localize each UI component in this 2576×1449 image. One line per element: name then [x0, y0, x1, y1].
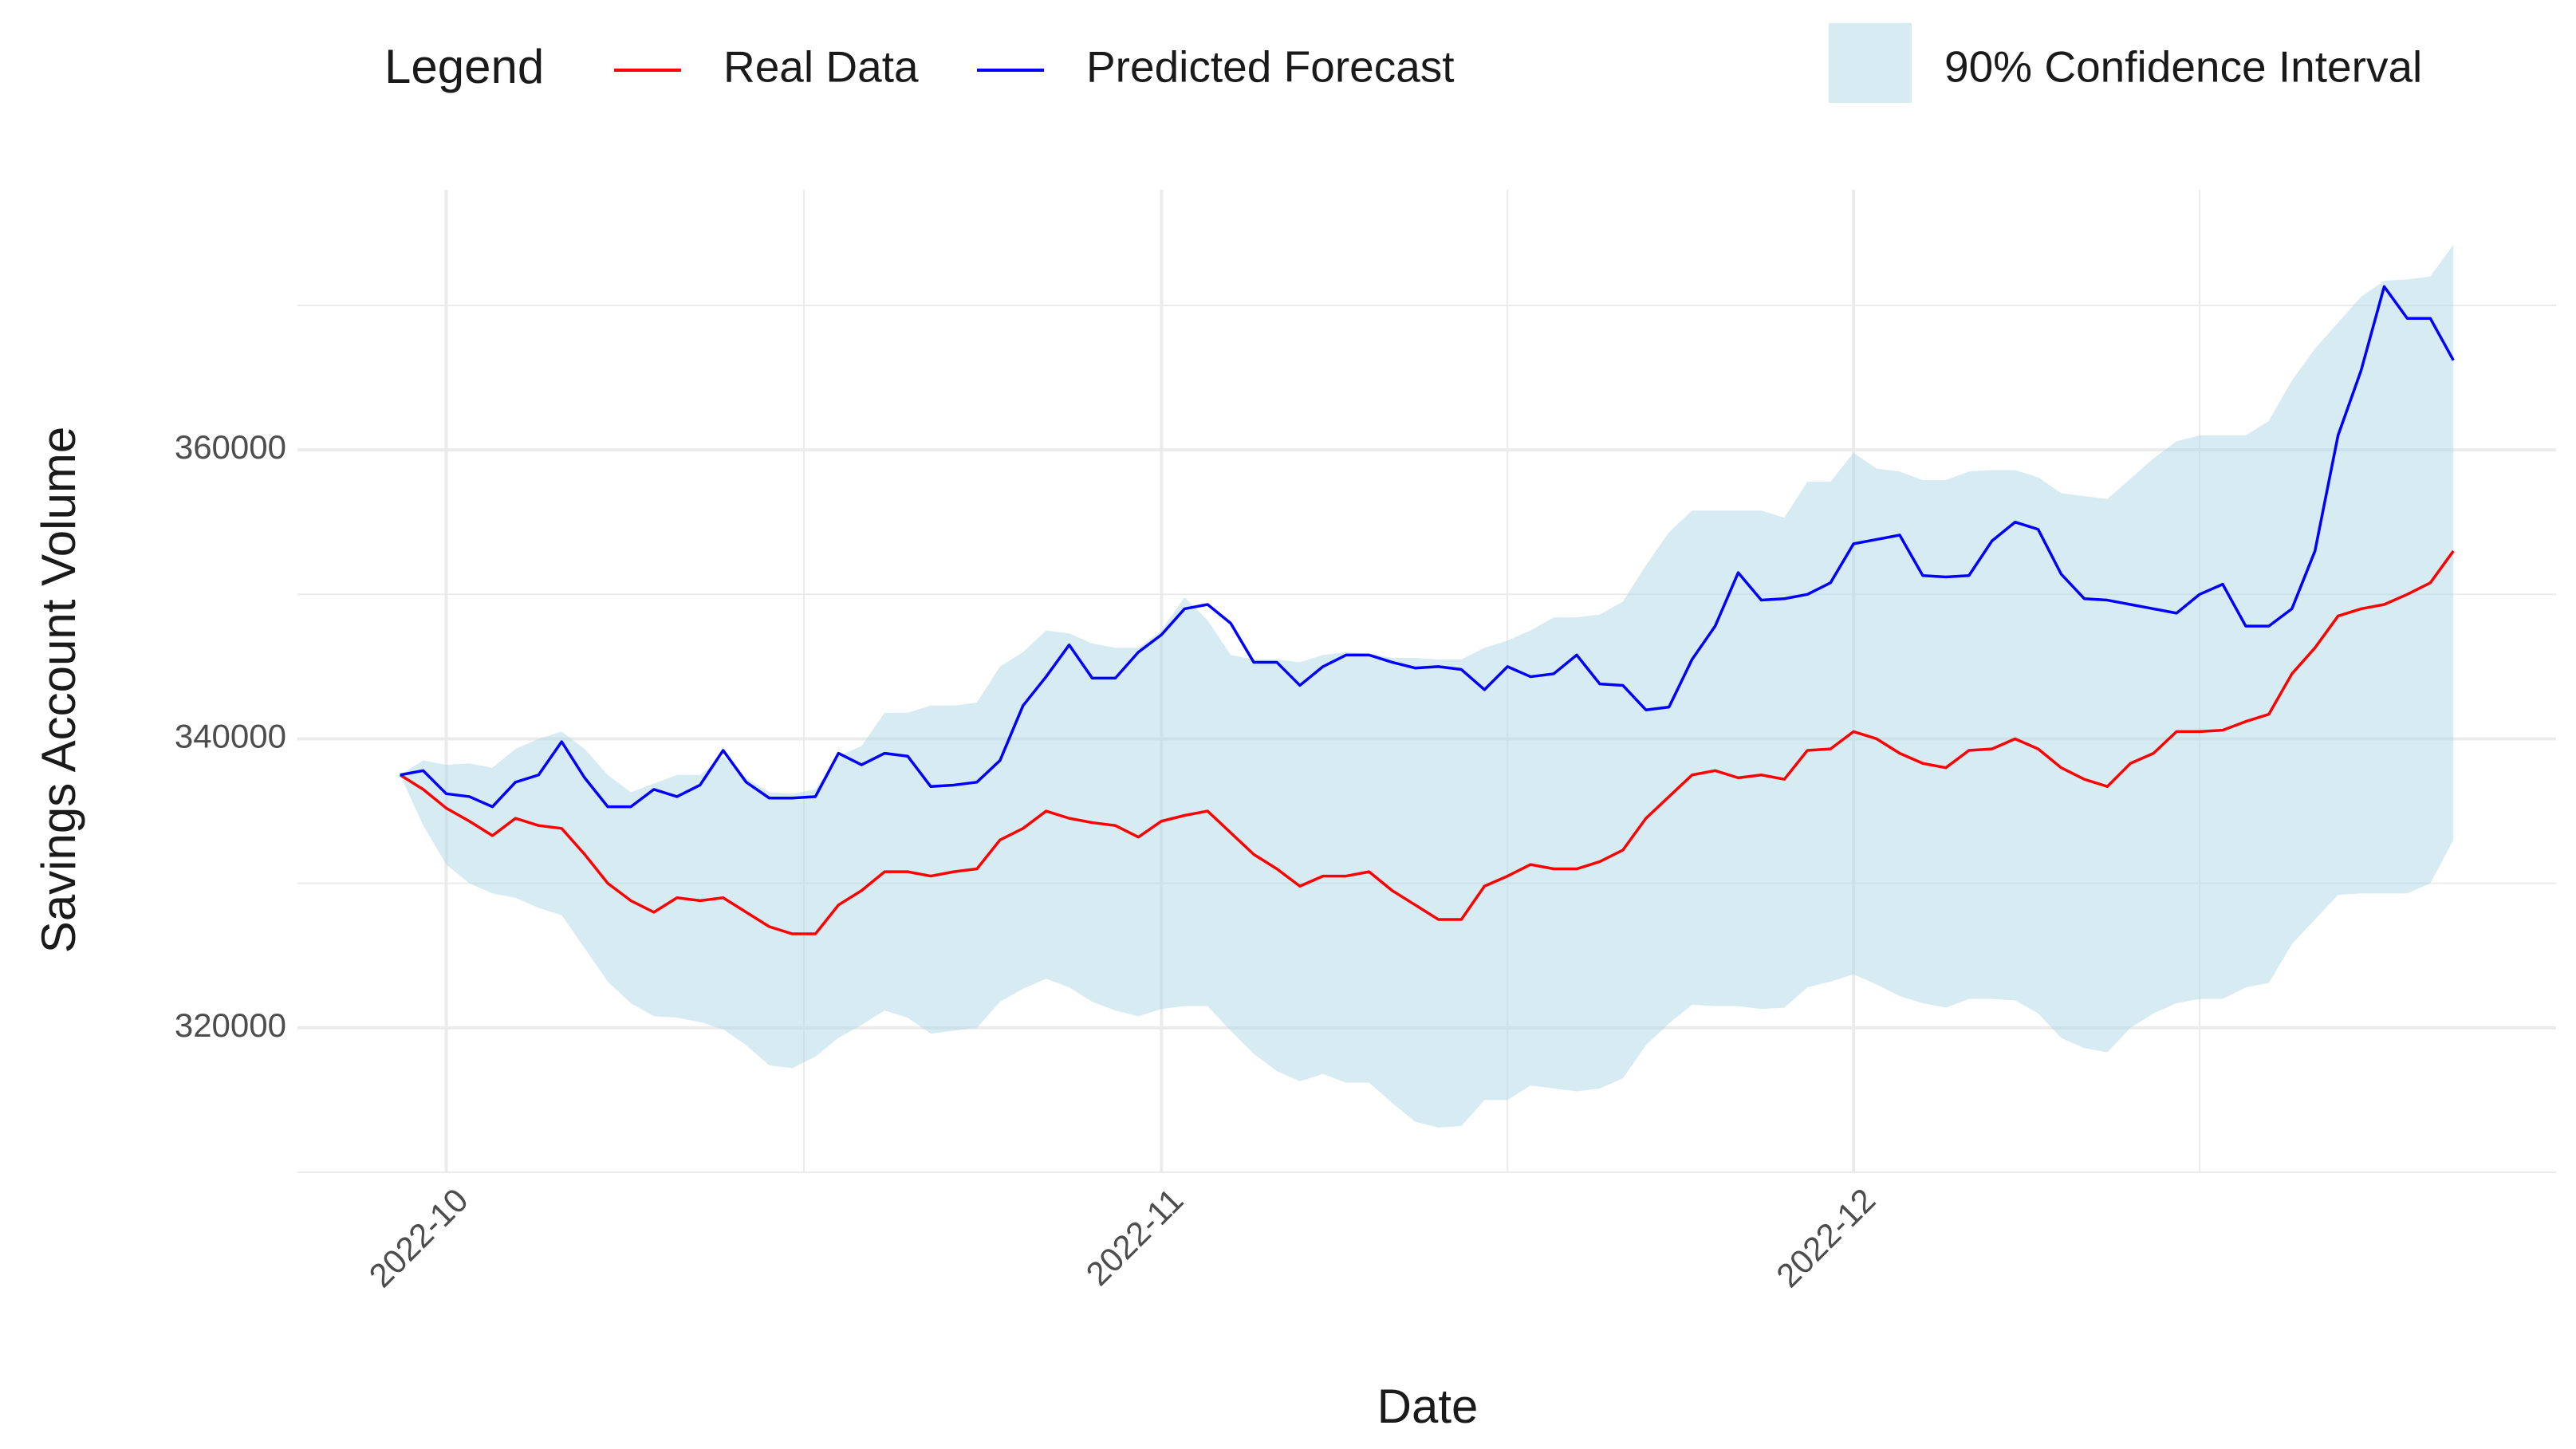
legend-label: Predicted Forecast: [1086, 42, 1455, 92]
legend-label: 90% Confidence Interval: [1944, 42, 2422, 92]
confidence-band: [400, 244, 2454, 1128]
series-line: [400, 285, 2455, 809]
y-tick-label: 320000: [175, 1006, 286, 1044]
legend-label: Real Data: [723, 42, 919, 92]
y-tick-label: 340000: [175, 718, 286, 755]
y-axis-title: Savings Account Volume: [32, 427, 85, 953]
y-tick-label: 360000: [175, 428, 286, 466]
x-axis-title: Date: [1377, 1380, 1479, 1433]
series-line: [399, 549, 2455, 935]
legend-title: Legend: [384, 40, 544, 93]
legend-swatch: [1829, 23, 1912, 103]
